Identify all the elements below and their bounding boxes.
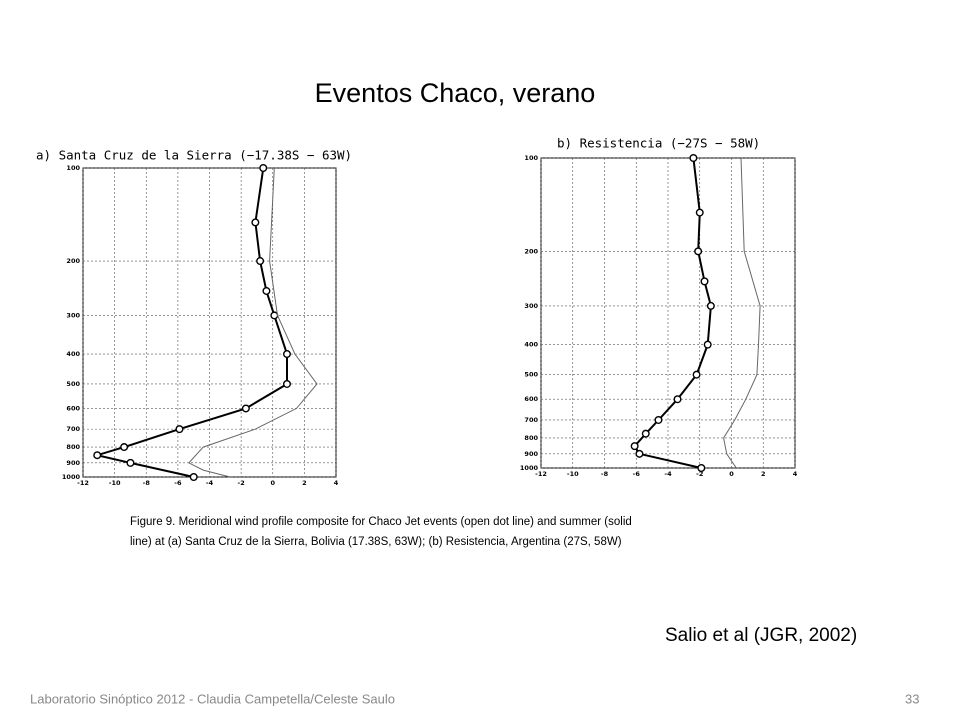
y-tick-label: 500 — [524, 371, 538, 379]
data-point — [241, 404, 250, 413]
data-point — [262, 286, 271, 295]
caption-line: line) at (a) Santa Cruz de la Sierra, Bo… — [130, 536, 622, 548]
y-tick-label: 400 — [66, 350, 80, 358]
x-tick-label: -4 — [664, 470, 672, 478]
x-tick-label: -6 — [174, 479, 182, 487]
profile-line — [723, 157, 761, 469]
profile-line — [188, 167, 318, 478]
data-point — [282, 379, 291, 388]
x-tick-label: -4 — [206, 479, 214, 487]
data-point — [695, 208, 704, 217]
y-tick-label: 100 — [524, 154, 538, 162]
x-tick-label: -8 — [143, 479, 151, 487]
data-point — [692, 370, 701, 379]
y-tick-label: 500 — [66, 380, 80, 388]
data-point — [259, 163, 268, 172]
x-tick-label: 2 — [302, 479, 307, 487]
y-tick-label: 800 — [524, 434, 538, 442]
slide-title: Eventos Chaco, verano — [315, 78, 596, 108]
data-point — [630, 442, 639, 451]
y-tick-label: 600 — [66, 404, 80, 412]
data-point — [654, 415, 663, 424]
page-number: 33 — [905, 691, 919, 706]
footer: Laboratorio Sinóptico 2012 - Claudia Cam… — [30, 691, 395, 706]
data-point — [641, 429, 650, 438]
data-point — [251, 218, 260, 227]
x-tick-label: -2 — [238, 479, 245, 487]
data-point — [256, 257, 265, 266]
chart-title: a) Santa Cruz de la Sierra (−17.38S − 63… — [36, 148, 352, 163]
plot-frame — [82, 167, 337, 478]
chart-title: b) Resistencia (−27S − 58W) — [557, 136, 760, 151]
data-point — [93, 451, 102, 460]
y-tick-label: 600 — [524, 395, 538, 403]
data-point — [706, 301, 715, 310]
data-point — [703, 340, 712, 349]
data-point — [700, 277, 709, 286]
data-point — [694, 247, 703, 256]
x-tick-label: 0 — [270, 479, 275, 487]
data-point — [189, 473, 198, 482]
y-tick-label: 900 — [66, 459, 80, 467]
plot-frame — [540, 157, 796, 469]
x-tick-label: -6 — [633, 470, 641, 478]
data-point — [270, 311, 279, 320]
y-tick-label: 900 — [524, 450, 538, 458]
data-point — [673, 395, 682, 404]
y-tick-label: 100 — [66, 164, 80, 172]
data-point — [282, 350, 291, 359]
y-tick-label: 700 — [66, 425, 80, 433]
profile-line — [93, 167, 288, 478]
profile-line — [633, 157, 712, 469]
data-point — [697, 464, 706, 473]
x-tick-label: -12 — [535, 470, 547, 478]
y-tick-label: 800 — [66, 443, 80, 451]
y-tick-label: 400 — [524, 341, 538, 349]
y-tick-label: 300 — [524, 302, 538, 310]
x-tick-label: -2 — [696, 470, 703, 478]
x-tick-label: 0 — [729, 470, 734, 478]
data-point — [120, 443, 129, 452]
x-tick-label: -12 — [77, 479, 89, 487]
y-tick-label: 300 — [66, 311, 80, 319]
data-point — [689, 153, 698, 162]
data-point — [175, 425, 184, 434]
y-tick-label: 1000 — [62, 473, 81, 481]
data-point — [126, 458, 135, 467]
y-tick-label: 1000 — [520, 464, 539, 472]
y-tick-label: 200 — [66, 257, 80, 265]
x-tick-label: -10 — [109, 479, 121, 487]
caption-line: Figure 9. Meridional wind profile compos… — [130, 516, 632, 528]
x-tick-label: 4 — [793, 470, 798, 478]
y-tick-label: 700 — [524, 416, 538, 424]
x-tick-label: -8 — [601, 470, 609, 478]
x-tick-label: 4 — [334, 479, 339, 487]
data-point — [635, 449, 644, 458]
y-tick-label: 200 — [524, 247, 538, 255]
x-tick-label: 2 — [761, 470, 766, 478]
x-tick-label: -10 — [567, 470, 579, 478]
citation: Salio et al (JGR, 2002) — [665, 625, 857, 646]
